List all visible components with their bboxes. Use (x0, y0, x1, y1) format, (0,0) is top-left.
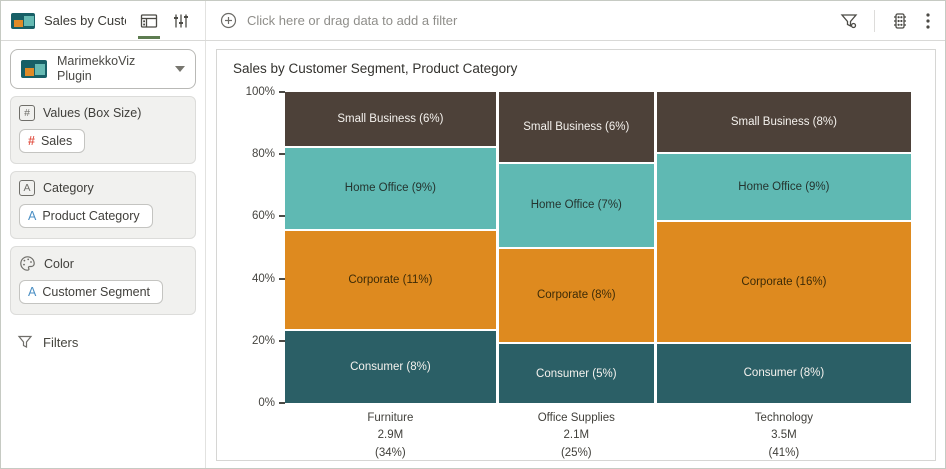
y-axis-label: 0% (258, 397, 275, 409)
sidebar-filters[interactable]: Filters (10, 322, 196, 362)
y-axis-label: 20% (251, 334, 275, 347)
app-body: MarimekkoViz Plugin # Values (Box Size) … (1, 41, 945, 468)
y-axis-tick (279, 215, 285, 218)
viz-type-label: MarimekkoViz Plugin (57, 54, 136, 83)
kebab-menu-icon[interactable] (925, 11, 931, 31)
section-color-label: Color (44, 256, 74, 271)
filter-bar[interactable]: Click here or drag data to add a filter (206, 1, 945, 40)
pill-product-category[interactable]: A Product Category (19, 204, 153, 228)
toolbar-right (839, 9, 931, 32)
mekko-column-office-supplies: Small Business (6%) Home Office (7%) Corpo… (498, 92, 654, 403)
properties-sliders-icon (172, 12, 190, 30)
y-axis-tick (279, 277, 285, 280)
mekko-segment[interactable]: Corporate (8%) (498, 248, 654, 343)
chart-title: Sales by Customer Segment, Product Categ… (233, 61, 518, 76)
y-axis-tick (279, 91, 285, 93)
pill-product-category-label: Product Category (42, 209, 140, 223)
y-axis-tick (279, 153, 285, 156)
sidebar-filters-label: Filters (43, 334, 79, 350)
mekko-segment[interactable]: Home Office (7%) (498, 164, 654, 247)
funnel-icon (17, 334, 33, 350)
y-axis-tick (279, 339, 285, 342)
mekko-columns: Small Business (6%) Home Office (9%) Corpo… (285, 92, 911, 404)
mekko-segment[interactable]: Consumer (5%) (498, 344, 654, 403)
section-category: A Category A Product Category (10, 171, 196, 239)
x-axis-labels: Furniture 2.9M (34%) Office Supplies 2.1M (25… (285, 410, 911, 462)
pill-sales-label: Sales (40, 134, 73, 148)
mekko-segment[interactable]: Corporate (11%) (285, 230, 496, 330)
y-axis-tick (279, 402, 285, 404)
top-bar: Sales by Custo... (1, 1, 945, 41)
section-category-label: Category (43, 181, 94, 195)
filter-funnel-icon[interactable] (839, 11, 859, 31)
y-axis-label: 60% (251, 210, 275, 223)
plot-area: 0% 20% 40% 60% 80% 100% Small Business (6%) Hom… (246, 86, 911, 409)
mekko-segment[interactable]: Home Office (9%) (285, 147, 496, 229)
mekko-segment[interactable]: Corporate (16%) (656, 222, 911, 342)
section-category-header: A Category (19, 180, 187, 196)
panel-tabs (135, 1, 195, 40)
viz-title: Sales by Custo... (44, 13, 126, 28)
palette-icon (19, 255, 36, 272)
add-filter-icon (220, 12, 237, 29)
attribute-a-icon: A (28, 209, 37, 223)
x-axis-label: Furniture 2.9M (34%) (367, 412, 414, 459)
viz-type-thumbnail-icon (21, 60, 47, 78)
pill-sales[interactable]: # Sales (19, 129, 86, 153)
tab-properties[interactable] (167, 1, 195, 40)
main-area: Sales by Customer Segment, Product Categ… (206, 41, 945, 468)
y-axis-label: 100% (245, 86, 275, 98)
pill-customer-segment-label: Customer Segment (42, 285, 151, 299)
section-values-header: # Values (Box Size) (19, 105, 187, 121)
mekko-segment[interactable]: Small Business (6%) (285, 92, 496, 146)
mekko-segment[interactable]: Consumer (8%) (285, 331, 496, 403)
viz-type-select[interactable]: MarimekkoViz Plugin (10, 49, 196, 89)
section-values: # Values (Box Size) # Sales (10, 96, 196, 164)
mekko-segment[interactable]: Small Business (6%) (498, 92, 654, 163)
attribute-a-icon: A (28, 285, 37, 299)
mekko-segment[interactable]: Small Business (8%) (656, 92, 911, 152)
viz-thumbnail-icon (11, 12, 35, 29)
tab-grammar[interactable] (135, 1, 163, 40)
pill-customer-segment[interactable]: A Customer Segment (19, 280, 164, 304)
mekko-segment[interactable]: Home Office (9%) (656, 153, 911, 221)
number-box-icon: # (19, 105, 35, 121)
chevron-down-icon (175, 66, 185, 72)
filter-prompt: Click here or drag data to add a filter (247, 13, 458, 28)
mekko-segment[interactable]: Consumer (8%) (656, 343, 911, 404)
toolbar-divider (874, 9, 875, 32)
canvas-settings-icon[interactable] (890, 11, 910, 31)
section-color: Color A Customer Segment (10, 246, 196, 315)
attribute-box-icon: A (19, 180, 35, 196)
y-axis-label: 80% (251, 148, 275, 161)
measure-hash-icon: # (28, 134, 35, 148)
y-axis-label: 40% (251, 272, 275, 285)
viz-header: Sales by Custo... (1, 1, 206, 40)
section-color-header: Color (19, 255, 187, 272)
viz-canvas[interactable]: Sales by Customer Segment, Product Categ… (216, 49, 936, 461)
mekko-column-technology: Small Business (8%) Home Office (9%) Corpo… (656, 92, 911, 404)
mekko-column-furniture: Small Business (6%) Home Office (9%) Corpo… (285, 92, 496, 403)
section-values-label: Values (Box Size) (43, 106, 142, 120)
grammar-panel-icon (140, 12, 158, 30)
x-axis-label: Technology 3.5M (41%) (754, 412, 813, 459)
grammar-sidebar: MarimekkoViz Plugin # Values (Box Size) … (1, 41, 206, 468)
x-axis-label: Office Supplies 2.1M (25%) (537, 412, 615, 459)
